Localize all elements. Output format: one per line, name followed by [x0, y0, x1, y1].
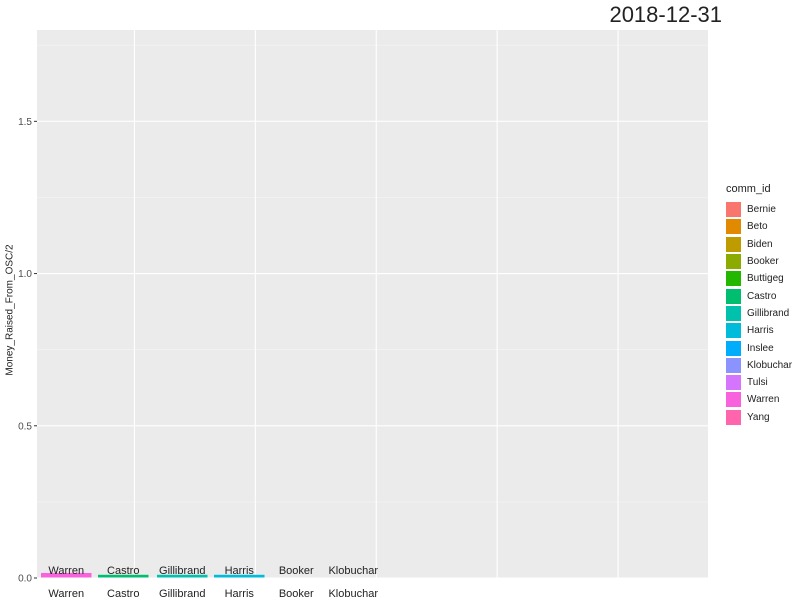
legend-item-label: Biden	[747, 238, 773, 250]
frame-date-label: 2018-12-31	[609, 2, 722, 27]
legend-item-label: Booker	[747, 256, 779, 268]
legend-key-swatch	[726, 323, 741, 339]
legend-key-swatch	[726, 254, 741, 270]
y-axis-label: Money_Raised_From_OSC/2	[4, 244, 16, 376]
legend-item-label: Buttigeg	[747, 273, 784, 285]
bar-axis-label-castro: Castro	[107, 588, 139, 600]
bar-label-gillibrand: Gillibrand	[159, 565, 205, 577]
plot-panel	[37, 30, 708, 578]
legend-item: Buttigeg	[726, 270, 792, 287]
legend-key-swatch	[726, 357, 741, 373]
bar-axis-label-booker: Booker	[279, 588, 314, 600]
legend-item: Warren	[726, 391, 792, 408]
legend-item: Biden	[726, 236, 792, 253]
legend-item: Bernie	[726, 201, 792, 218]
legend-item: Booker	[726, 253, 792, 270]
bar-label-klobuchar: Klobuchar	[328, 565, 378, 577]
legend-item: Inslee	[726, 339, 792, 356]
y-tick-label: 0.5	[18, 421, 32, 432]
legend-items: Bernie Beto Biden Booker Buttigeg Castro Gilli…	[726, 201, 792, 426]
legend-item: Gillibrand	[726, 305, 792, 322]
legend-key-swatch	[726, 202, 741, 218]
legend-key-swatch	[726, 375, 741, 391]
bar-warren	[41, 572, 92, 578]
y-tick-label: 0.0	[18, 574, 32, 585]
bar-castro	[98, 574, 149, 578]
legend: comm_id Bernie Beto Biden Booker Buttigeg Cas…	[726, 183, 792, 426]
legend-key-swatch	[726, 392, 741, 408]
legend-key-swatch	[726, 409, 741, 425]
y-tick-label: 1.0	[18, 269, 32, 280]
legend-item-label: Harris	[747, 325, 774, 337]
legend-key-swatch	[726, 288, 741, 304]
y-tick-label: 1.5	[18, 117, 32, 128]
legend-item-label: Tulsi	[747, 377, 768, 389]
bar-label-warren: Warren	[48, 565, 84, 577]
bar-axis-label-warren: Warren	[48, 588, 84, 600]
legend-item: Castro	[726, 287, 792, 304]
bar-harris	[214, 574, 265, 578]
legend-item-label: Gillibrand	[747, 307, 790, 319]
legend-title: comm_id	[726, 183, 771, 195]
legend-item-label: Castro	[747, 290, 777, 302]
legend-item: Tulsi	[726, 374, 792, 391]
legend-item-label: Warren	[747, 394, 780, 406]
legend-item-label: Yang	[747, 411, 770, 423]
legend-item: Klobuchar	[726, 357, 792, 374]
legend-key-swatch	[726, 219, 741, 235]
bar-label-harris: Harris	[225, 565, 255, 577]
bar-axis-label-harris: Harris	[225, 588, 255, 600]
y-axis-label-wrap: Money_Raised_From_OSC/2	[0, 0, 20, 600]
legend-item-label: Beto	[747, 221, 768, 233]
legend-key-swatch	[726, 236, 741, 252]
legend-item: Yang	[726, 409, 792, 426]
bar-label-booker: Booker	[279, 565, 314, 577]
bar-gillibrand	[157, 574, 208, 578]
bar-axis-label-klobuchar: Klobuchar	[328, 588, 378, 600]
legend-item-label: Inslee	[747, 342, 774, 354]
bar-axis-label-gillibrand: Gillibrand	[159, 588, 205, 600]
bar-label-castro: Castro	[107, 565, 139, 577]
legend-key-swatch	[726, 340, 741, 356]
legend-item-label: Bernie	[747, 204, 776, 216]
legend-key-swatch	[726, 271, 741, 287]
legend-item-label: Klobuchar	[747, 359, 793, 371]
legend-item: Beto	[726, 218, 792, 235]
legend-item: Harris	[726, 322, 792, 339]
legend-key-swatch	[726, 305, 741, 321]
